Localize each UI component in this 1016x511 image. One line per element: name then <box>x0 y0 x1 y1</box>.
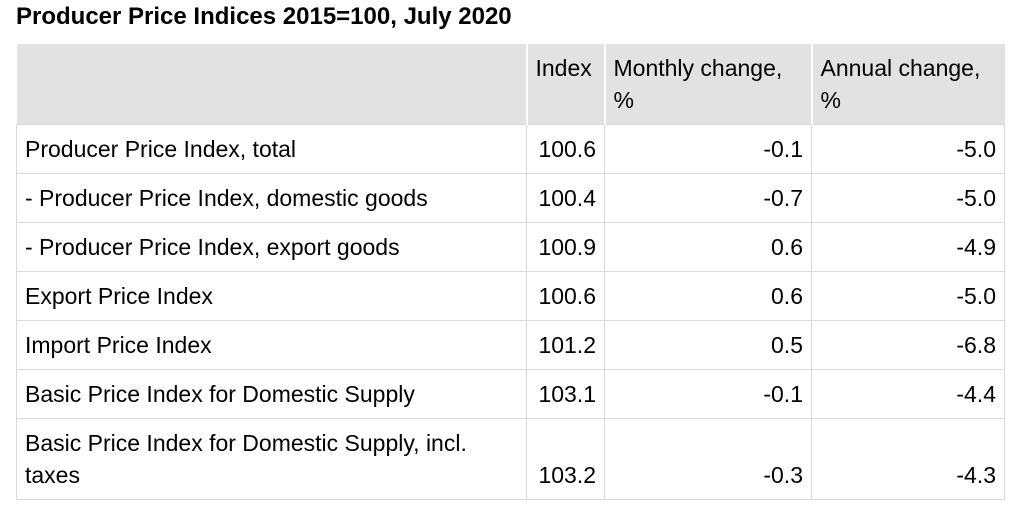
header-cell-monthly-change: Monthly change, % <box>603 44 812 125</box>
index-value: 100.9 <box>526 222 605 272</box>
row-label: - Producer Price Index, domestic goods <box>16 173 527 223</box>
header-cell-annual-change: Annual change, % <box>810 44 1005 125</box>
annual-change-value: -4.3 <box>811 418 1005 500</box>
annual-change-value: -6.8 <box>811 320 1005 370</box>
monthly-change-value: -0.1 <box>604 124 812 174</box>
row-label: Export Price Index <box>16 271 527 321</box>
price-indices-table: Index Monthly change, % Annual change, %… <box>16 44 1005 500</box>
annual-change-value: -4.4 <box>811 369 1005 419</box>
row-label: - Producer Price Index, export goods <box>16 222 527 272</box>
annual-change-value: -4.9 <box>811 222 1005 272</box>
table-header-row: Index Monthly change, % Annual change, % <box>16 44 1005 125</box>
index-value: 103.1 <box>526 369 605 419</box>
annual-change-value: -5.0 <box>811 173 1005 223</box>
monthly-change-value: 0.5 <box>604 320 812 370</box>
annual-change-value: -5.0 <box>811 271 1005 321</box>
table-row: Basic Price Index for Domestic Supply 10… <box>16 369 1005 419</box>
page-title: Producer Price Indices 2015=100, July 20… <box>16 3 512 30</box>
monthly-change-value: -0.3 <box>604 418 812 500</box>
table-row: Basic Price Index for Domestic Supply, i… <box>16 418 1005 500</box>
index-value: 100.4 <box>526 173 605 223</box>
table-row: Import Price Index 101.2 0.5 -6.8 <box>16 320 1005 370</box>
row-label: Import Price Index <box>16 320 527 370</box>
table-row: Export Price Index 100.6 0.6 -5.0 <box>16 271 1005 321</box>
index-value: 103.2 <box>526 418 605 500</box>
table-row: - Producer Price Index, domestic goods 1… <box>16 173 1005 223</box>
index-value: 100.6 <box>526 271 605 321</box>
header-cell-index: Index <box>525 44 605 125</box>
monthly-change-value: 0.6 <box>604 222 812 272</box>
table-row: - Producer Price Index, export goods 100… <box>16 222 1005 272</box>
row-label: Producer Price Index, total <box>16 124 527 174</box>
table-row: Producer Price Index, total 100.6 -0.1 -… <box>16 124 1005 174</box>
monthly-change-value: 0.6 <box>604 271 812 321</box>
monthly-change-value: -0.7 <box>604 173 812 223</box>
index-value: 100.6 <box>526 124 605 174</box>
header-cell-empty <box>16 44 527 125</box>
row-label: Basic Price Index for Domestic Supply, i… <box>16 418 527 500</box>
index-value: 101.2 <box>526 320 605 370</box>
annual-change-value: -5.0 <box>811 124 1005 174</box>
monthly-change-value: -0.1 <box>604 369 812 419</box>
row-label: Basic Price Index for Domestic Supply <box>16 369 527 419</box>
